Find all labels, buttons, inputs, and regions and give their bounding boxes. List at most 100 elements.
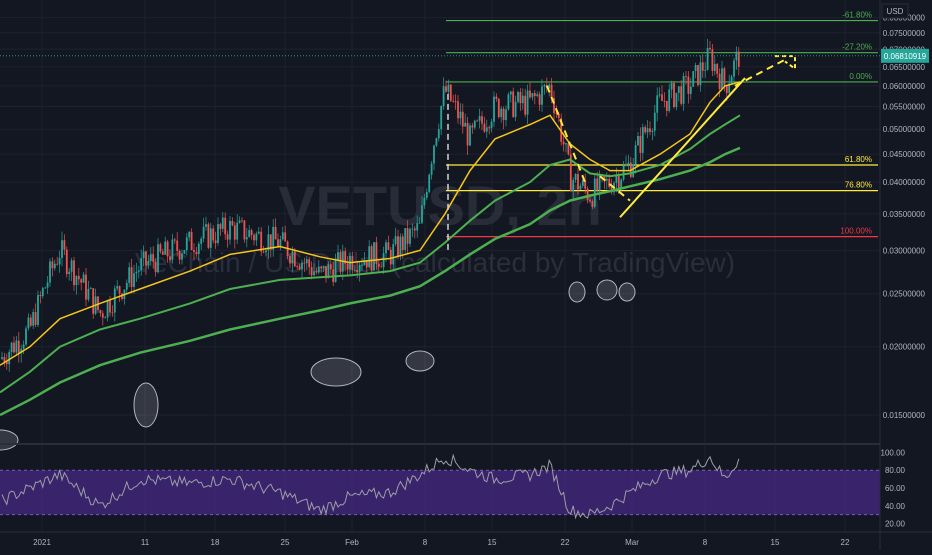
fib-level-label: -27.20% bbox=[842, 43, 872, 52]
time-axis[interactable]: 2021 11 18 25 Feb 8 15 22 Mar 8 15 22 bbox=[0, 531, 932, 547]
candle-body bbox=[233, 225, 236, 240]
candle-body bbox=[322, 266, 325, 269]
candle-body bbox=[421, 205, 423, 223]
price-tick-label: 0.06000000 bbox=[883, 82, 926, 91]
candle-body bbox=[550, 84, 553, 98]
time-tick-label: 15 bbox=[488, 538, 497, 547]
candle-body bbox=[46, 282, 49, 288]
candle-body bbox=[526, 90, 529, 115]
trend-line[interactable] bbox=[619, 77, 746, 218]
candle-body bbox=[430, 163, 433, 175]
candle-body bbox=[133, 273, 135, 287]
candle-body bbox=[68, 271, 71, 275]
highlight-ellipse[interactable] bbox=[310, 357, 362, 387]
time-tick-label: 8 bbox=[703, 538, 708, 547]
time-tick-label: 22 bbox=[561, 538, 570, 547]
candle-body bbox=[466, 122, 469, 146]
candle-body bbox=[490, 121, 493, 129]
candle-body bbox=[493, 96, 495, 122]
candle-body bbox=[502, 108, 505, 121]
candle-body bbox=[445, 86, 447, 92]
candle-body bbox=[20, 348, 23, 354]
highlight-ellipse[interactable] bbox=[405, 350, 435, 372]
candle-body bbox=[375, 242, 378, 264]
candle-body bbox=[200, 238, 203, 244]
candle-body bbox=[507, 94, 510, 110]
highlight-ellipse[interactable] bbox=[618, 282, 636, 302]
candle-body bbox=[706, 47, 709, 70]
candle-body bbox=[173, 239, 176, 241]
rsi-tick-label: 20.00 bbox=[885, 520, 906, 529]
candle-body bbox=[22, 344, 25, 349]
highlight-ellipse[interactable] bbox=[133, 382, 159, 428]
projection-arrow[interactable] bbox=[775, 55, 796, 71]
candle-body bbox=[639, 136, 642, 153]
candle-body bbox=[701, 62, 704, 71]
candle-body bbox=[713, 63, 716, 71]
candle-body bbox=[409, 229, 411, 244]
candle-body bbox=[665, 100, 668, 111]
candle-body bbox=[53, 263, 56, 269]
candle-body bbox=[329, 264, 332, 270]
ma-fast-line bbox=[0, 114, 741, 394]
candle-body bbox=[404, 228, 407, 250]
rsi-tick-label: 100.00 bbox=[881, 448, 906, 457]
candle-body bbox=[257, 231, 260, 234]
unit-label: USD bbox=[887, 7, 904, 16]
candle-body bbox=[685, 76, 687, 77]
candle-body bbox=[519, 92, 522, 104]
candle-body bbox=[313, 271, 315, 276]
highlight-ellipse[interactable] bbox=[596, 279, 618, 301]
price-tick-label: 0.07500000 bbox=[883, 29, 926, 38]
candle-body bbox=[80, 279, 83, 283]
candle-body bbox=[401, 236, 404, 250]
candle-body bbox=[454, 100, 457, 102]
candle-body bbox=[274, 226, 277, 240]
candle-body bbox=[365, 259, 368, 268]
candle-body bbox=[219, 224, 222, 229]
candle-body bbox=[464, 122, 467, 127]
candle-body bbox=[476, 120, 479, 122]
candle-body bbox=[380, 266, 383, 268]
candle-body bbox=[289, 255, 291, 264]
trend-drawings[interactable] bbox=[0, 55, 796, 451]
candle-body bbox=[75, 275, 78, 286]
candle-body bbox=[495, 96, 498, 99]
highlight-ellipse[interactable] bbox=[568, 281, 586, 303]
rsi-axis[interactable]: 100.00 80.00 60.00 40.00 20.00 bbox=[881, 448, 906, 528]
candle-body bbox=[488, 127, 491, 129]
candle-body bbox=[140, 258, 143, 271]
candle-body bbox=[584, 180, 587, 189]
candle-body bbox=[457, 101, 459, 119]
candle-body bbox=[305, 259, 308, 264]
ma-short-line bbox=[0, 81, 741, 366]
time-tick-label: 22 bbox=[841, 538, 850, 547]
candle-body bbox=[291, 251, 294, 264]
projection-path[interactable] bbox=[546, 58, 786, 202]
candle-body bbox=[673, 82, 675, 108]
candle-body bbox=[248, 230, 251, 238]
candle-body bbox=[533, 93, 536, 96]
candle-body bbox=[577, 174, 579, 190]
candle-body bbox=[377, 263, 380, 267]
candle-body bbox=[553, 97, 555, 114]
fib-retracement[interactable]: -61.80% -27.20% 0.00% 61.80% 76.80% 100.00% bbox=[446, 11, 878, 238]
candle-body bbox=[538, 94, 541, 105]
unit-box[interactable] bbox=[881, 3, 909, 19]
candle-body bbox=[517, 92, 519, 102]
ma-slow-line bbox=[0, 146, 741, 417]
candle-body bbox=[29, 317, 32, 326]
candle-body bbox=[368, 246, 371, 268]
candle-body bbox=[89, 288, 92, 290]
candle-body bbox=[157, 244, 159, 273]
candle-body bbox=[373, 242, 375, 271]
candle-body bbox=[25, 328, 27, 345]
candle-body bbox=[644, 127, 647, 133]
candle-body bbox=[77, 275, 80, 280]
candle-body bbox=[205, 224, 207, 227]
candle-body bbox=[694, 65, 697, 72]
time-tick-label: 15 bbox=[771, 538, 780, 547]
candle-body bbox=[317, 266, 320, 273]
candle-body bbox=[656, 95, 659, 113]
